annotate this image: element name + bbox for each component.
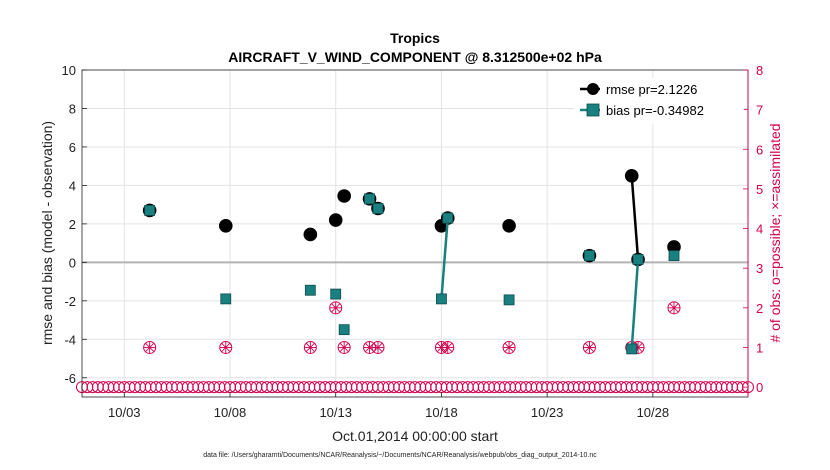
y-tick-label: -6 bbox=[64, 371, 76, 386]
x-tick-label: 10/28 bbox=[637, 405, 670, 420]
legend-bias-marker bbox=[586, 103, 600, 117]
rmse-point bbox=[218, 219, 233, 233]
obs-count-marker bbox=[582, 340, 596, 354]
legend-box bbox=[574, 78, 744, 124]
y2-tick-label: 6 bbox=[756, 142, 763, 157]
chart-subtitle: AIRCRAFT_V_WIND_COMPONENT @ 8.312500e+02… bbox=[228, 49, 602, 65]
rmse-point bbox=[624, 168, 639, 183]
x-tick-label: 10/13 bbox=[319, 405, 352, 420]
y2-tick-label: 8 bbox=[756, 63, 763, 78]
obs-count-marker bbox=[667, 301, 681, 315]
y-axis-label: rmse and bias (model - observation) bbox=[39, 121, 55, 345]
rmse-line-segment bbox=[630, 175, 640, 260]
bias-point bbox=[330, 288, 342, 300]
y-axis-right: 0 1 2 3 4 5 6 7 8 bbox=[743, 63, 763, 395]
y-tick-label: 10 bbox=[62, 63, 76, 78]
legend-bias-label: bias pr=-0.34982 bbox=[606, 103, 704, 118]
obs-count-marker bbox=[502, 340, 516, 354]
y-tick-label: 0 bbox=[69, 255, 76, 270]
y-axis-left: -6 -4 -2 0 2 4 6 8 10 bbox=[62, 63, 87, 386]
bias-point bbox=[304, 284, 316, 296]
legend-rmse-label: rmse pr=2.1226 bbox=[606, 82, 697, 97]
bias-point bbox=[338, 324, 350, 336]
y2-tick-label: 0 bbox=[756, 380, 763, 395]
bias-point bbox=[436, 293, 447, 305]
y2-tick-label: 5 bbox=[756, 182, 763, 197]
rmse-point bbox=[328, 213, 343, 227]
obs-count-marker bbox=[143, 340, 157, 354]
bias-point bbox=[668, 250, 680, 262]
y-tick-label: 8 bbox=[69, 101, 76, 116]
obs-count-marker bbox=[329, 301, 343, 315]
bias-point bbox=[144, 205, 156, 216]
series-layer bbox=[142, 168, 681, 355]
x-tick-label: 10/08 bbox=[214, 405, 247, 420]
y2-axis-label: # of obs: o=possible; ×=assimilated bbox=[767, 123, 783, 342]
rmse-point bbox=[502, 219, 516, 233]
obs-count-marker bbox=[371, 340, 385, 354]
legend-rmse-marker bbox=[587, 83, 599, 95]
bias-point bbox=[442, 212, 454, 224]
x-tick-label: 10/18 bbox=[425, 405, 458, 420]
x-axis-label: Oct.01,2014 00:00:00 start bbox=[332, 428, 498, 444]
bias-point bbox=[372, 203, 384, 214]
chart-title: Tropics bbox=[390, 30, 440, 46]
data-file-footnote: data file: /Users/gharamti/Documents/NCA… bbox=[203, 452, 597, 459]
obs-count-markers bbox=[76, 301, 754, 394]
obs-count-marker bbox=[219, 340, 233, 354]
rmse-point bbox=[303, 227, 318, 242]
y-tick-label: 2 bbox=[69, 217, 76, 232]
bias-point bbox=[364, 193, 375, 205]
bias-line-segment bbox=[630, 259, 640, 350]
obs-count-marker bbox=[441, 340, 455, 354]
x-axis: 10/03 10/08 10/13 10/18 10/23 10/28 bbox=[108, 392, 669, 420]
bias-point bbox=[632, 254, 644, 265]
bias-line-segment bbox=[440, 218, 450, 299]
bias-point bbox=[503, 294, 515, 306]
bias-point bbox=[220, 293, 232, 305]
y-tick-label: -2 bbox=[64, 294, 76, 309]
rmse-point bbox=[337, 189, 351, 203]
y-tick-label: 6 bbox=[69, 140, 76, 155]
x-tick-label: 10/23 bbox=[531, 405, 564, 420]
x-tick-label: 10/03 bbox=[108, 405, 141, 420]
y2-tick-label: 2 bbox=[756, 301, 763, 316]
obs-count-marker bbox=[303, 340, 317, 354]
y2-tick-label: 4 bbox=[756, 222, 763, 237]
bias-series bbox=[144, 193, 680, 355]
y2-tick-label: 3 bbox=[756, 261, 763, 276]
obs-count-marker bbox=[337, 340, 351, 354]
y-tick-label: 4 bbox=[69, 178, 76, 193]
bias-point bbox=[584, 250, 595, 262]
y-tick-label: -4 bbox=[64, 332, 76, 347]
legend: rmse pr=2.1226 bias pr=-0.34982 bbox=[574, 78, 744, 124]
bias-point bbox=[626, 343, 638, 355]
y2-tick-label: 7 bbox=[756, 103, 763, 118]
y2-tick-label: 1 bbox=[756, 340, 763, 355]
